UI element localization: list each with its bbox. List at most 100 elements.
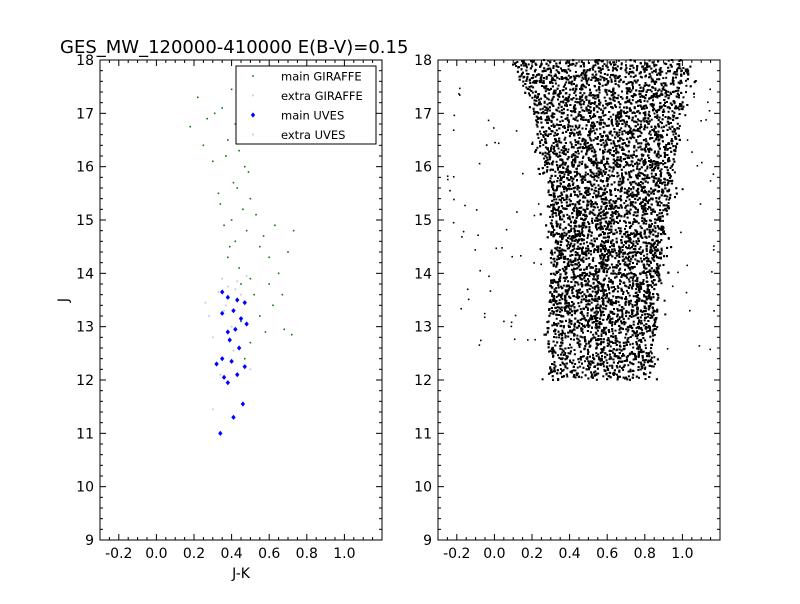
data-point bbox=[556, 296, 558, 298]
data-point bbox=[623, 202, 625, 204]
data-point bbox=[556, 155, 558, 157]
data-point bbox=[542, 153, 544, 155]
y-tick-label: 15 bbox=[76, 213, 94, 229]
data-point bbox=[587, 360, 589, 362]
data-point bbox=[561, 338, 563, 340]
data-point bbox=[657, 232, 659, 234]
data-point bbox=[214, 113, 216, 115]
data-point bbox=[553, 181, 555, 183]
data-point bbox=[621, 91, 623, 93]
data-point bbox=[620, 227, 622, 229]
data-point bbox=[231, 326, 233, 328]
data-point bbox=[626, 290, 628, 292]
data-point bbox=[579, 366, 581, 368]
data-point bbox=[662, 77, 664, 79]
data-point bbox=[565, 272, 567, 274]
data-point bbox=[588, 191, 590, 193]
data-point bbox=[602, 65, 604, 67]
data-point bbox=[668, 202, 670, 204]
data-point bbox=[560, 67, 562, 69]
data-point bbox=[606, 94, 608, 96]
data-point bbox=[595, 187, 597, 189]
data-point bbox=[623, 216, 625, 218]
data-point bbox=[624, 261, 626, 263]
data-point bbox=[531, 97, 533, 99]
data-point bbox=[244, 166, 246, 168]
y-tick-label: 17 bbox=[76, 106, 94, 122]
data-point bbox=[571, 269, 573, 271]
data-point bbox=[536, 147, 538, 149]
data-point bbox=[231, 89, 233, 91]
data-point bbox=[640, 246, 642, 248]
data-point bbox=[622, 369, 624, 371]
data-point bbox=[556, 161, 558, 163]
data-point bbox=[590, 331, 592, 333]
data-point bbox=[526, 73, 528, 75]
data-point bbox=[227, 139, 229, 141]
data-point bbox=[645, 344, 647, 346]
data-point bbox=[226, 380, 230, 385]
data-point bbox=[616, 238, 618, 240]
data-point bbox=[547, 159, 549, 161]
data-point bbox=[602, 375, 604, 377]
data-point bbox=[553, 199, 555, 201]
data-point bbox=[652, 99, 654, 101]
data-point bbox=[594, 85, 596, 87]
data-point bbox=[637, 118, 639, 120]
data-point bbox=[570, 114, 572, 116]
data-point bbox=[655, 69, 657, 71]
data-point bbox=[250, 198, 252, 200]
data-point bbox=[627, 179, 629, 181]
data-point bbox=[562, 268, 564, 270]
data-point bbox=[676, 63, 678, 65]
data-point bbox=[617, 84, 619, 86]
data-point bbox=[632, 304, 634, 306]
data-point bbox=[596, 364, 598, 366]
x-tick-label: 0.8 bbox=[296, 546, 318, 562]
data-point bbox=[244, 321, 248, 326]
data-point bbox=[610, 231, 612, 233]
data-point bbox=[633, 137, 635, 139]
data-point bbox=[563, 232, 565, 234]
data-point bbox=[522, 85, 524, 87]
data-point bbox=[648, 85, 650, 87]
data-point bbox=[604, 97, 606, 99]
data-point bbox=[647, 208, 649, 210]
data-point bbox=[544, 164, 546, 166]
data-point bbox=[585, 128, 587, 130]
data-point bbox=[282, 294, 284, 296]
data-point bbox=[632, 343, 634, 345]
data-point bbox=[679, 67, 681, 69]
y-tick-label: 13 bbox=[76, 320, 94, 336]
data-point bbox=[556, 318, 558, 320]
data-point bbox=[574, 363, 576, 365]
data-point bbox=[598, 209, 600, 211]
data-point bbox=[600, 225, 602, 227]
data-point bbox=[613, 245, 615, 247]
data-point bbox=[567, 109, 569, 111]
data-point bbox=[593, 276, 595, 278]
data-point bbox=[588, 257, 590, 259]
data-point bbox=[594, 71, 596, 73]
data-point bbox=[291, 334, 293, 336]
data-point bbox=[662, 130, 664, 132]
data-point bbox=[637, 199, 639, 201]
data-point bbox=[547, 331, 549, 333]
data-point bbox=[609, 246, 611, 248]
data-point bbox=[603, 185, 605, 187]
data-point bbox=[582, 371, 584, 373]
data-point bbox=[585, 172, 587, 174]
data-point bbox=[189, 126, 191, 128]
data-point bbox=[623, 81, 625, 83]
data-point bbox=[528, 86, 530, 88]
data-point bbox=[637, 124, 639, 126]
data-point bbox=[646, 274, 648, 276]
data-point bbox=[541, 85, 543, 87]
data-point bbox=[638, 377, 640, 379]
data-point bbox=[636, 337, 638, 339]
data-point bbox=[554, 252, 556, 254]
data-point bbox=[559, 121, 561, 123]
data-point bbox=[653, 366, 655, 368]
data-point bbox=[578, 305, 580, 307]
